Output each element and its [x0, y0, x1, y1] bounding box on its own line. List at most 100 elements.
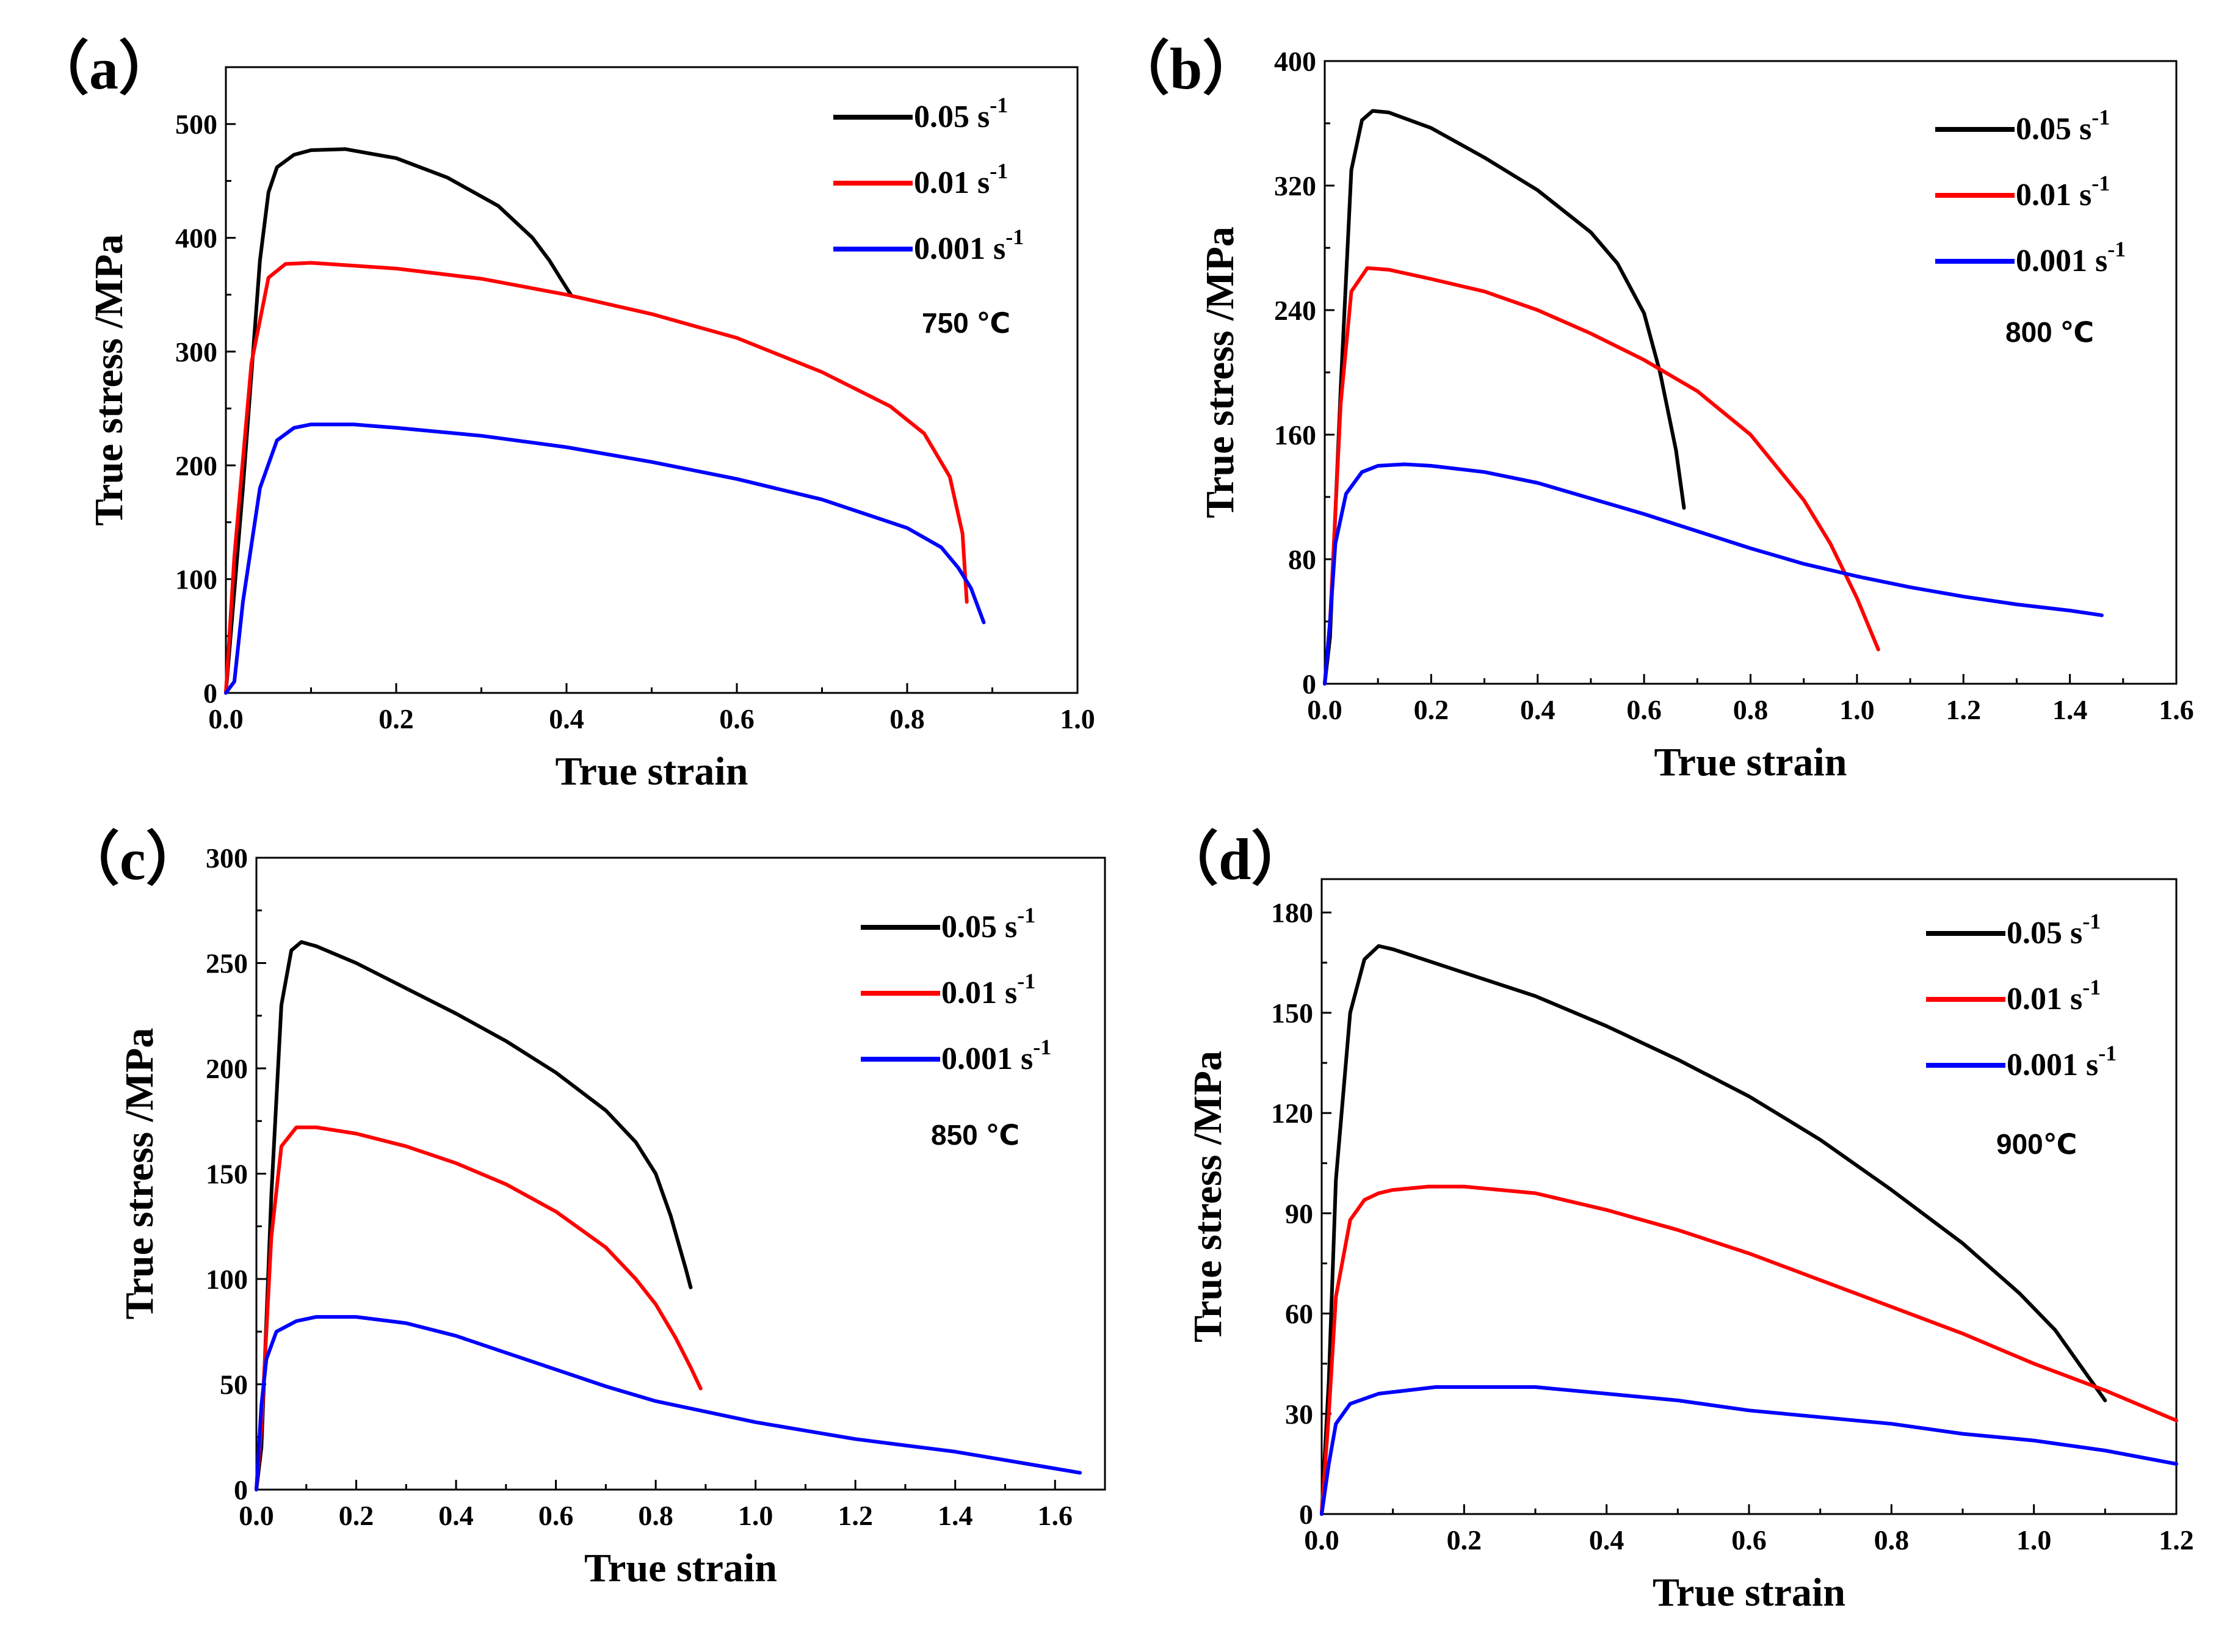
series-line-1 — [1323, 266, 1880, 686]
chart-panel-3: （d） 0.0 0.2 0.4 0.6 0.8 1.0 1.2 0 30 60 90 120 150 180… — [1160, 827, 2194, 1615]
legend-label: 0.001 s-1 — [941, 1035, 1051, 1076]
y-tick-label: 500 — [175, 109, 217, 140]
legend: 0.05 s-1 0.01 s-1 0.001 s-1 — [861, 903, 1051, 1076]
x-tick-label: 0.2 — [1414, 694, 1449, 725]
x-axis-title: True strain — [1653, 1570, 1845, 1615]
x-tick-label: 0.8 — [638, 1500, 673, 1531]
legend-label-exponent: -1 — [1017, 903, 1035, 927]
x-tick-label: 0.6 — [719, 703, 755, 734]
series-line-2 — [1320, 1385, 2178, 1516]
legend-label: 0.001 s-1 — [914, 225, 1024, 266]
x-tick-label: 0.8 — [889, 703, 925, 734]
x-tick-label: 0.2 — [378, 703, 414, 734]
y-tick-label: 250 — [206, 948, 248, 979]
y-tick-label: 200 — [206, 1053, 248, 1084]
legend-label-exponent: -1 — [2091, 105, 2110, 129]
legend-label: 0.01 s-1 — [2007, 975, 2101, 1016]
series-line-2 — [255, 1315, 1082, 1491]
y-tick-label: 50 — [220, 1369, 248, 1400]
y-tick-label: 100 — [206, 1264, 248, 1295]
x-tick-label: 1.2 — [1946, 694, 1982, 725]
y-tick-label: 90 — [1285, 1198, 1313, 1229]
y-tick-label: 0 — [1299, 1499, 1313, 1530]
x-tick-label: 0.0 — [1307, 694, 1342, 725]
legend-label-exponent: -1 — [1005, 225, 1024, 249]
legend-label-exponent: -1 — [2082, 975, 2101, 999]
legend-label: 0.001 s-1 — [2007, 1041, 2117, 1082]
legend-label-exponent: -1 — [2098, 1041, 2117, 1065]
legend-label-exponent: -1 — [990, 159, 1008, 183]
x-tick-label: 1.6 — [2159, 694, 2194, 725]
legend-label: 0.001 s-1 — [2016, 237, 2126, 278]
legend-label: 0.01 s-1 — [914, 159, 1008, 200]
x-tick-label: 0.4 — [1520, 694, 1555, 725]
x-tick-label: 0.6 — [1731, 1524, 1767, 1556]
x-axis-title: True strain — [1654, 740, 1847, 784]
legend: 0.05 s-1 0.01 s-1 0.001 s-1 — [1926, 909, 2117, 1082]
x-tick-label: 0.0 — [239, 1500, 274, 1531]
x-tick-label: 1.0 — [1839, 694, 1875, 725]
x-tick-label: 0.8 — [1874, 1524, 1910, 1556]
plot-frame — [1324, 60, 2178, 685]
x-axis-title: True strain — [584, 1546, 777, 1590]
temperature-label: 750 ℃ — [922, 307, 1010, 339]
x-tick-label: 1.6 — [1037, 1500, 1073, 1531]
x-tick-label: 0.2 — [1447, 1524, 1482, 1556]
y-tick-label: 200 — [175, 450, 217, 481]
plot-frame — [1320, 878, 2178, 1515]
legend-label-exponent: -1 — [1017, 969, 1035, 993]
x-tick-label: 0.4 — [549, 703, 584, 734]
y-tick-label: 400 — [1274, 46, 1316, 77]
y-tick-label: 0 — [234, 1474, 248, 1505]
legend-label-exponent: -1 — [2107, 237, 2126, 261]
panel-label: （d） — [1160, 827, 1309, 892]
y-tick-label: 80 — [1288, 544, 1316, 575]
legend: 0.05 s-1 0.01 s-1 0.001 s-1 — [833, 93, 1024, 266]
x-tick-label: 1.2 — [838, 1500, 873, 1531]
legend-label: 0.05 s-1 — [941, 903, 1035, 944]
series-line-0 — [1323, 109, 1686, 686]
x-tick-label: 1.0 — [1060, 703, 1095, 734]
legend-label-exponent: -1 — [2091, 171, 2110, 195]
y-axis-title: True stress /MPa — [1198, 226, 1242, 518]
y-tick-label: 300 — [206, 842, 248, 874]
x-tick-label: 0.8 — [1733, 694, 1769, 725]
temperature-label: 850 ℃ — [931, 1119, 1019, 1151]
y-tick-label: 400 — [175, 223, 217, 254]
legend-label-exponent: -1 — [1033, 1035, 1051, 1059]
chart-panel-2: （c） 0.0 0.2 0.4 0.6 0.8 1.0 1.2 1.4 1.6 0 50 100 150 2… — [61, 827, 1106, 1590]
legend: 0.05 s-1 0.01 s-1 0.001 s-1 — [1935, 105, 2126, 278]
x-tick-label: 1.4 — [2052, 694, 2088, 725]
y-tick-label: 240 — [1274, 295, 1316, 326]
legend-label: 0.05 s-1 — [914, 93, 1008, 134]
chart-panel-0: （a） 0.0 0.2 0.4 0.6 0.8 1.0 0 100 200 300 400 500 Tru… — [31, 36, 1095, 794]
y-tick-label: 120 — [1271, 1098, 1313, 1129]
legend-label-exponent: -1 — [2082, 909, 2101, 933]
x-tick-label: 1.0 — [738, 1500, 773, 1531]
y-tick-label: 150 — [206, 1159, 248, 1190]
x-axis-title: True strain — [556, 749, 748, 794]
y-tick-label: 150 — [1271, 998, 1313, 1029]
plot-frame — [225, 66, 1079, 694]
temperature-label: 900℃ — [1996, 1128, 2077, 1160]
chart-panel-1: （b） 0.0 0.2 0.4 0.6 0.8 1.0 1.2 1.4 1.6 0 80 160 240 3… — [1111, 36, 2194, 784]
series-line-0 — [255, 940, 693, 1491]
y-tick-label: 0 — [1302, 668, 1316, 700]
y-tick-label: 160 — [1274, 419, 1316, 451]
y-axis-title: True stress /MPa — [1186, 1051, 1230, 1342]
series-line-0 — [1320, 944, 2107, 1516]
x-tick-label: 1.4 — [938, 1500, 973, 1531]
x-tick-label: 1.2 — [2159, 1524, 2194, 1556]
panel-label: （b） — [1111, 36, 1261, 101]
series-line-1 — [224, 261, 969, 695]
series-line-2 — [224, 422, 986, 695]
series-line-2 — [1323, 462, 2104, 686]
series-line-0 — [224, 147, 573, 695]
x-tick-label: 0.2 — [339, 1500, 374, 1531]
series-line-1 — [1320, 1184, 2178, 1516]
legend-label: 0.05 s-1 — [2007, 909, 2101, 951]
x-tick-label: 0.0 — [1304, 1524, 1339, 1556]
y-axis-title: True stress /MPa — [117, 1028, 162, 1320]
panel-label: （c） — [61, 827, 205, 892]
